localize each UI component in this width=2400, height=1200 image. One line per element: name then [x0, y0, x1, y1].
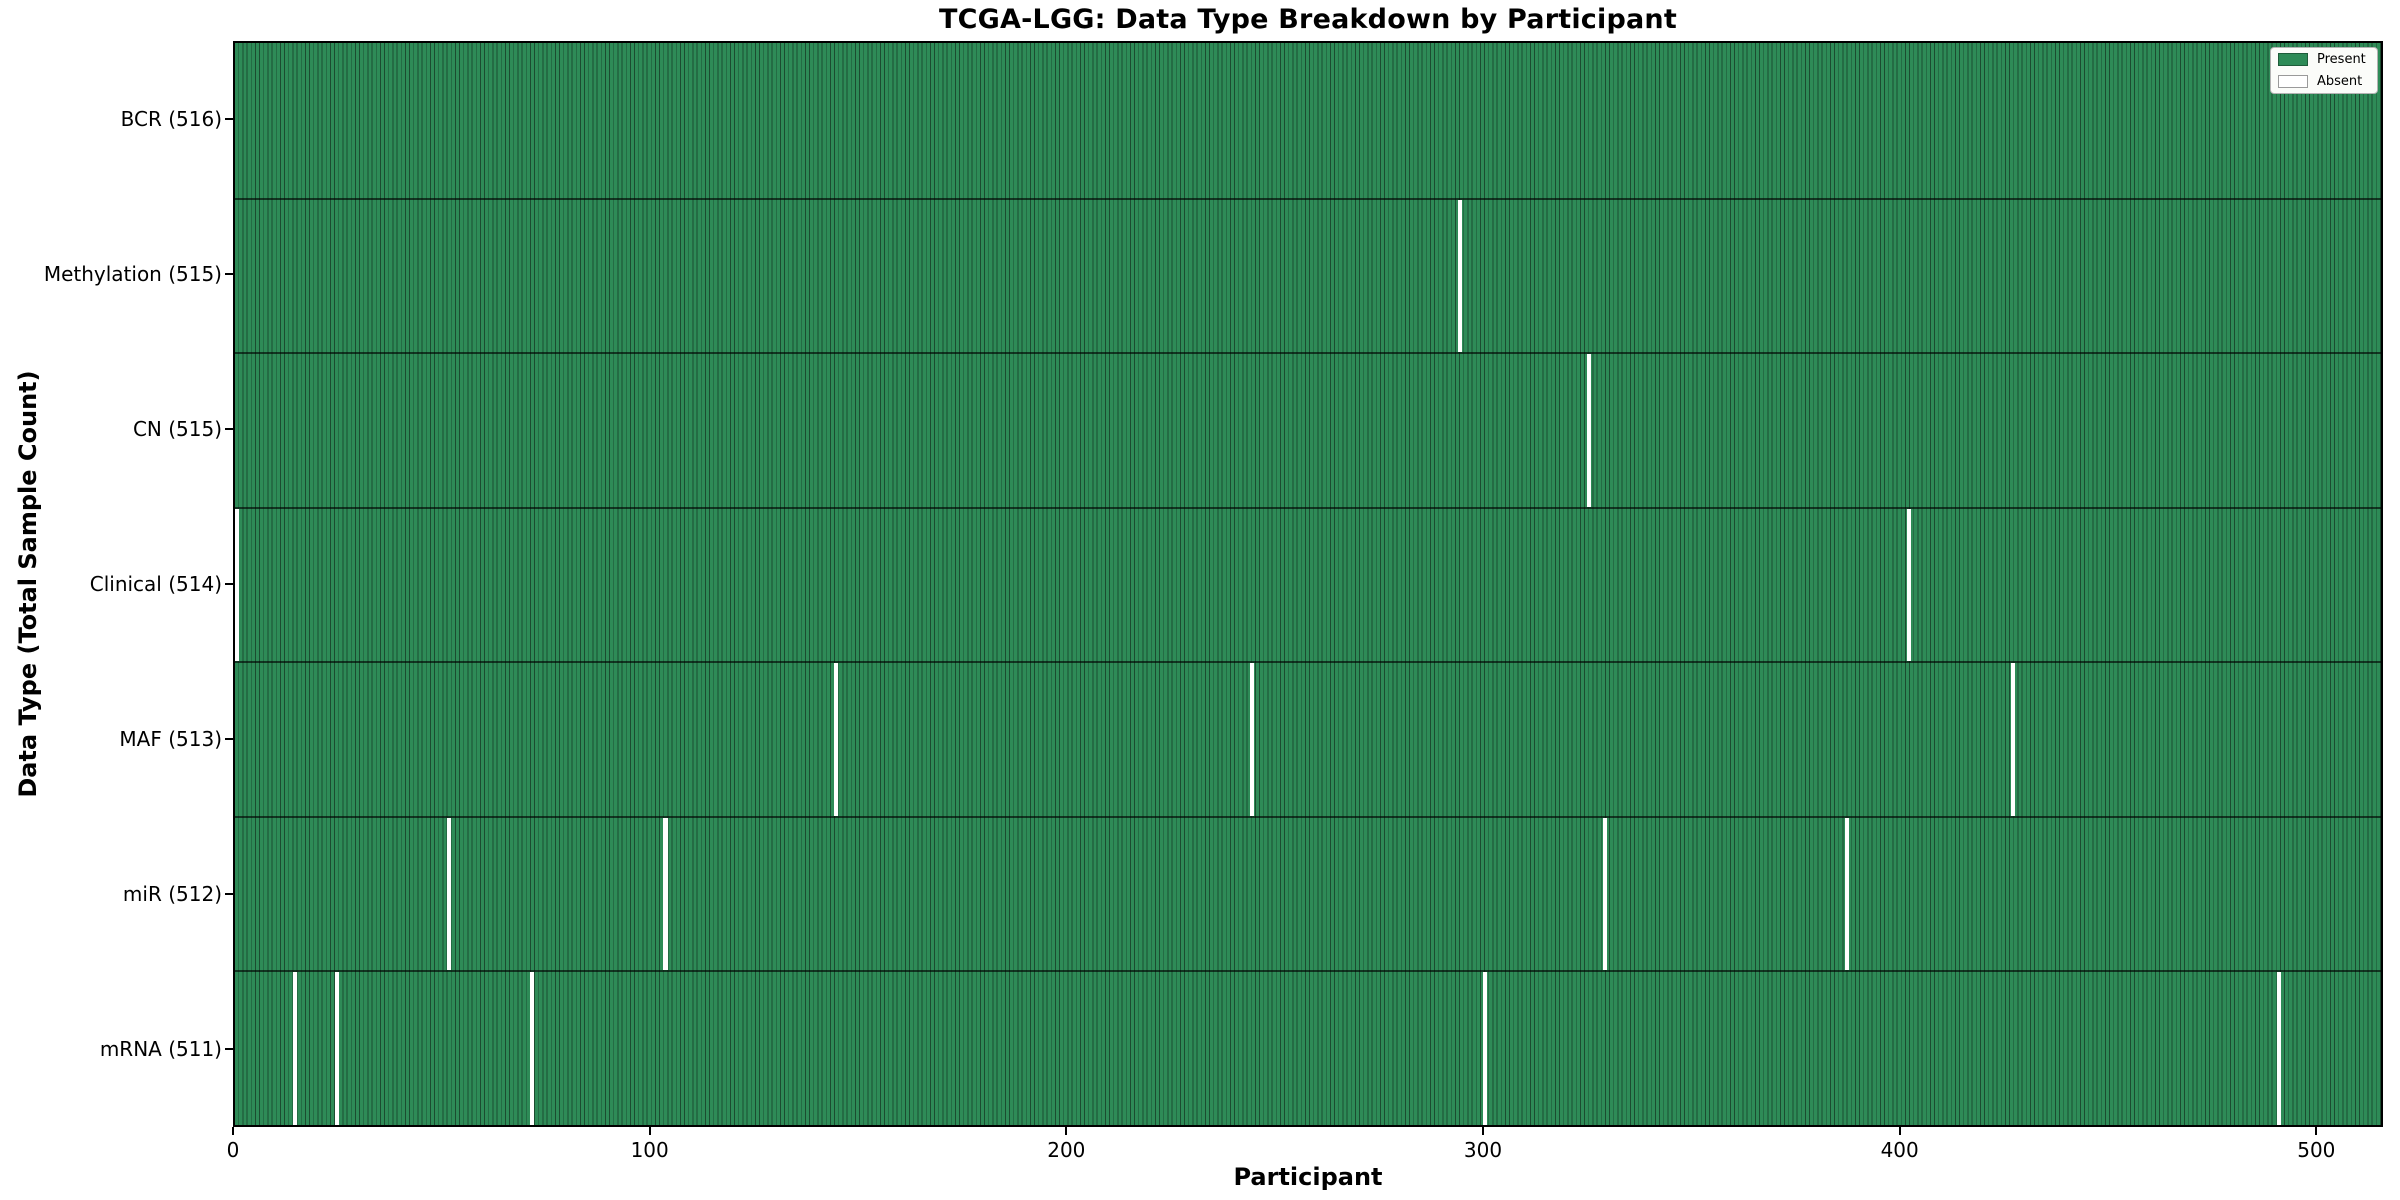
row-mir — [235, 815, 2381, 971]
x-tick-label-500: 500 — [2297, 1138, 2336, 1162]
absent-gap-maf-427 — [2010, 663, 2015, 816]
x-axis-label: Participant — [1233, 1163, 1383, 1191]
row-cn — [235, 352, 2381, 507]
absent-gap-mir-329 — [1603, 817, 1608, 971]
absent-gap-mrna-491 — [2277, 972, 2282, 1125]
absent-gap-cn-325 — [1586, 354, 1591, 507]
absent-gap-mir-387 — [1844, 817, 1849, 971]
absent-gap-methylation-294 — [1457, 199, 1462, 353]
legend: Present Absent — [2270, 47, 2378, 94]
absent-gap-mrna-300 — [1482, 972, 1487, 1125]
absent-gap-mrna-24 — [334, 972, 339, 1125]
absent-gap-clinical-0 — [235, 508, 240, 662]
x-tick-mark-0 — [232, 1127, 234, 1135]
y-tick-label-bcr: BCR (516) — [120, 106, 222, 131]
y-tick-mark-mrna — [225, 1048, 233, 1051]
absent-gap-mir-51 — [447, 817, 452, 971]
x-tick-mark-200 — [1065, 1127, 1068, 1135]
y-tick-label-methylation: Methylation (515) — [43, 261, 222, 286]
absent-gap-clinical-402 — [1906, 508, 1912, 662]
legend-label-absent: Absent — [2317, 74, 2363, 89]
legend-label-present: Present — [2317, 52, 2366, 67]
row-maf — [235, 661, 2381, 816]
y-tick-label-mrna: mRNA (511) — [99, 1037, 222, 1062]
row-mrna — [235, 970, 2381, 1125]
y-tick-mark-bcr — [225, 117, 233, 120]
y-tick-mark-methylation — [225, 272, 233, 275]
y-tick-mark-mir — [225, 893, 233, 896]
y-tick-label-mir: miR (512) — [122, 882, 222, 907]
absent-gap-mir-103 — [663, 817, 668, 971]
x-tick-mark-300 — [1482, 1127, 1484, 1135]
y-tick-label-maf: MAF (513) — [119, 727, 222, 752]
x-tick-mark-500 — [2315, 1127, 2318, 1135]
plot-area — [233, 41, 2383, 1127]
absent-gap-maf-244 — [1249, 663, 1254, 816]
row-methylation — [235, 197, 2381, 353]
x-tick-label-200: 200 — [1047, 1138, 1086, 1162]
absent-gap-mrna-71 — [530, 972, 535, 1125]
y-tick-label-clinical: Clinical (514) — [89, 572, 222, 596]
x-tick-label-300: 300 — [1463, 1138, 1503, 1162]
x-tick-mark-400 — [1898, 1127, 1901, 1135]
y-tick-mark-maf — [225, 738, 233, 741]
x-tick-label-0: 0 — [226, 1138, 240, 1162]
legend-entry-present: Present — [2278, 53, 2370, 66]
y-tick-mark-clinical — [225, 583, 233, 585]
row-bcr — [235, 43, 2381, 198]
row-clinical — [235, 506, 2381, 662]
x-tick-label-100: 100 — [630, 1138, 669, 1162]
absent-gap-maf-144 — [833, 663, 839, 816]
legend-entry-absent: Absent — [2278, 75, 2370, 88]
y-tick-mark-cn — [225, 427, 233, 430]
x-tick-mark-100 — [648, 1127, 651, 1135]
chart-title: TCGA-LGG: Data Type Breakdown by Partici… — [939, 4, 1677, 35]
absent-swatch-icon — [2278, 75, 2308, 88]
absent-gap-mrna-14 — [293, 972, 298, 1125]
present-swatch-icon — [2278, 53, 2308, 66]
x-tick-label-400: 400 — [1880, 1138, 1919, 1162]
y-tick-label-cn: CN (515) — [132, 416, 222, 441]
